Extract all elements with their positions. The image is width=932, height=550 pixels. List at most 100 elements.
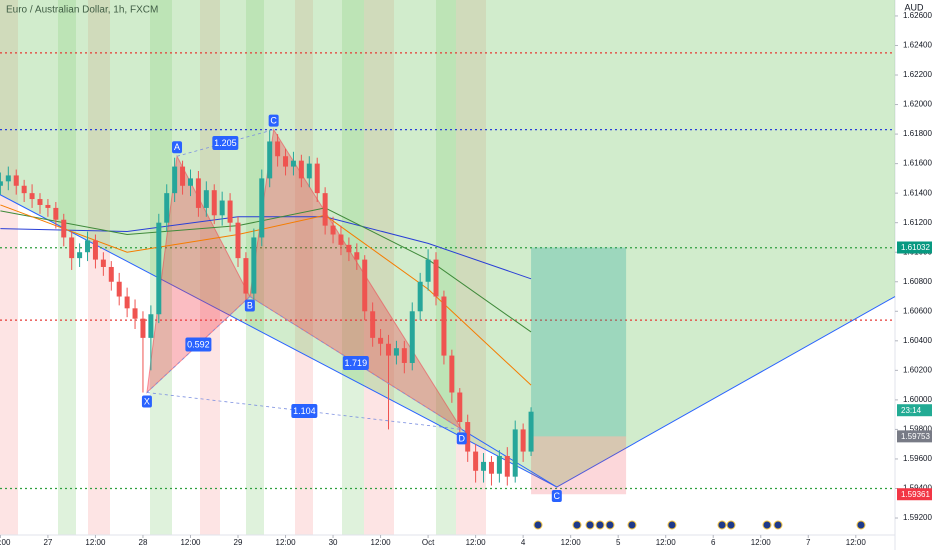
price-label-box [897, 241, 932, 254]
event-icon [572, 520, 582, 530]
point-box [141, 395, 152, 408]
candle-body [180, 166, 186, 186]
stop-zone [531, 436, 627, 495]
x-tick-label: 4 [521, 538, 526, 547]
stripe [342, 0, 364, 535]
candle-body [362, 259, 368, 312]
price-label: 23:14 [901, 406, 922, 415]
candle-body [338, 234, 344, 245]
candle-body [473, 451, 479, 471]
y-tick-label: 1.61200 [903, 218, 932, 227]
candle-body [251, 237, 257, 294]
candle-body [259, 178, 265, 238]
x-tick-label: 5 [616, 538, 621, 547]
x-tick-label: Oct [422, 538, 435, 547]
price-label: 1.61032 [901, 243, 930, 252]
candle-body [512, 429, 518, 477]
candle-body [354, 252, 360, 260]
candle-body [5, 175, 11, 182]
price-label-box [897, 404, 932, 417]
session-stripes [0, 0, 486, 535]
candle-body [306, 163, 312, 179]
event-icon [726, 520, 736, 530]
ratio-box [185, 337, 212, 352]
candle-body [401, 348, 407, 363]
candle-body [85, 240, 91, 253]
candle-body [520, 429, 526, 452]
x-tick-label: 12:00 [85, 538, 106, 547]
price-label: 1.59361 [901, 490, 930, 499]
stripe [0, 0, 18, 535]
event-icon [533, 520, 543, 530]
event-icon [585, 520, 595, 530]
ratio-label: 0.592 [187, 339, 210, 349]
event-icons [533, 520, 866, 530]
candle-body [425, 259, 431, 282]
x-tick-label: 30 [329, 538, 338, 547]
candle-body [195, 178, 201, 208]
y-tick-label: 1.60600 [903, 306, 932, 315]
candle-body [322, 193, 328, 226]
candle-body [172, 166, 178, 194]
candle-body [449, 355, 455, 393]
x-tick-label: 12:00 [561, 538, 582, 547]
x-tick-label: 12:00 [656, 538, 677, 547]
ratio-label: 1.205 [214, 138, 237, 148]
candle-body [61, 219, 67, 238]
stripe [58, 0, 76, 535]
candle-body [203, 190, 209, 208]
candle-body [298, 160, 304, 179]
x-tick-label: 12:00 [276, 538, 297, 547]
candle-body [21, 185, 27, 194]
candle-body [488, 461, 494, 474]
candle-body [164, 193, 170, 223]
candle-body [0, 181, 3, 186]
ratio-label: 1.719 [345, 358, 368, 368]
price-label-box [897, 488, 932, 501]
point-box [244, 299, 255, 312]
candle-body [457, 392, 463, 423]
x-tick-label: 12:00 [466, 538, 487, 547]
y-tick-label: 1.59800 [903, 425, 932, 434]
event-icon [762, 520, 772, 530]
candle-body [465, 422, 471, 452]
y-tick-label: 1.62400 [903, 41, 932, 50]
candle-body [504, 455, 510, 477]
y-tick-label: 1.59400 [903, 484, 932, 493]
x-tick-label: 12:00 [846, 538, 867, 547]
event-icon [856, 520, 866, 530]
y-tick-label: 1.61600 [903, 159, 932, 168]
currency: AUD [904, 2, 924, 12]
candle-body [243, 258, 249, 294]
y-tick-label: 1.62000 [903, 100, 932, 109]
candle-body [124, 296, 130, 309]
price-label-box [897, 430, 932, 443]
candle-body [100, 259, 106, 267]
candle-body [314, 163, 320, 194]
stripe [436, 0, 456, 535]
point-label: C [270, 116, 277, 126]
event-icon [627, 520, 637, 530]
stripe [364, 0, 394, 535]
x-tick-label: 6 [711, 538, 716, 547]
stripe [88, 0, 110, 535]
candle-body [267, 141, 273, 179]
stripe [295, 0, 313, 535]
candle-body [290, 160, 296, 167]
candle-body [283, 156, 289, 167]
x-tick-label: 12:00 [0, 538, 11, 547]
ratio-box [342, 355, 369, 370]
candle-body [275, 141, 281, 157]
point-label: X [144, 396, 150, 406]
event-icon [773, 520, 783, 530]
y-tick-label: 1.61800 [903, 129, 932, 138]
x-tick-label: 29 [234, 538, 243, 547]
candle-body [116, 281, 122, 297]
ratio-box [212, 135, 239, 150]
price-label: 1.59753 [901, 432, 930, 441]
candle-body [441, 296, 447, 356]
y-tick-label: 1.59600 [903, 454, 932, 463]
candle-body [148, 314, 154, 338]
candle-body [433, 259, 439, 297]
